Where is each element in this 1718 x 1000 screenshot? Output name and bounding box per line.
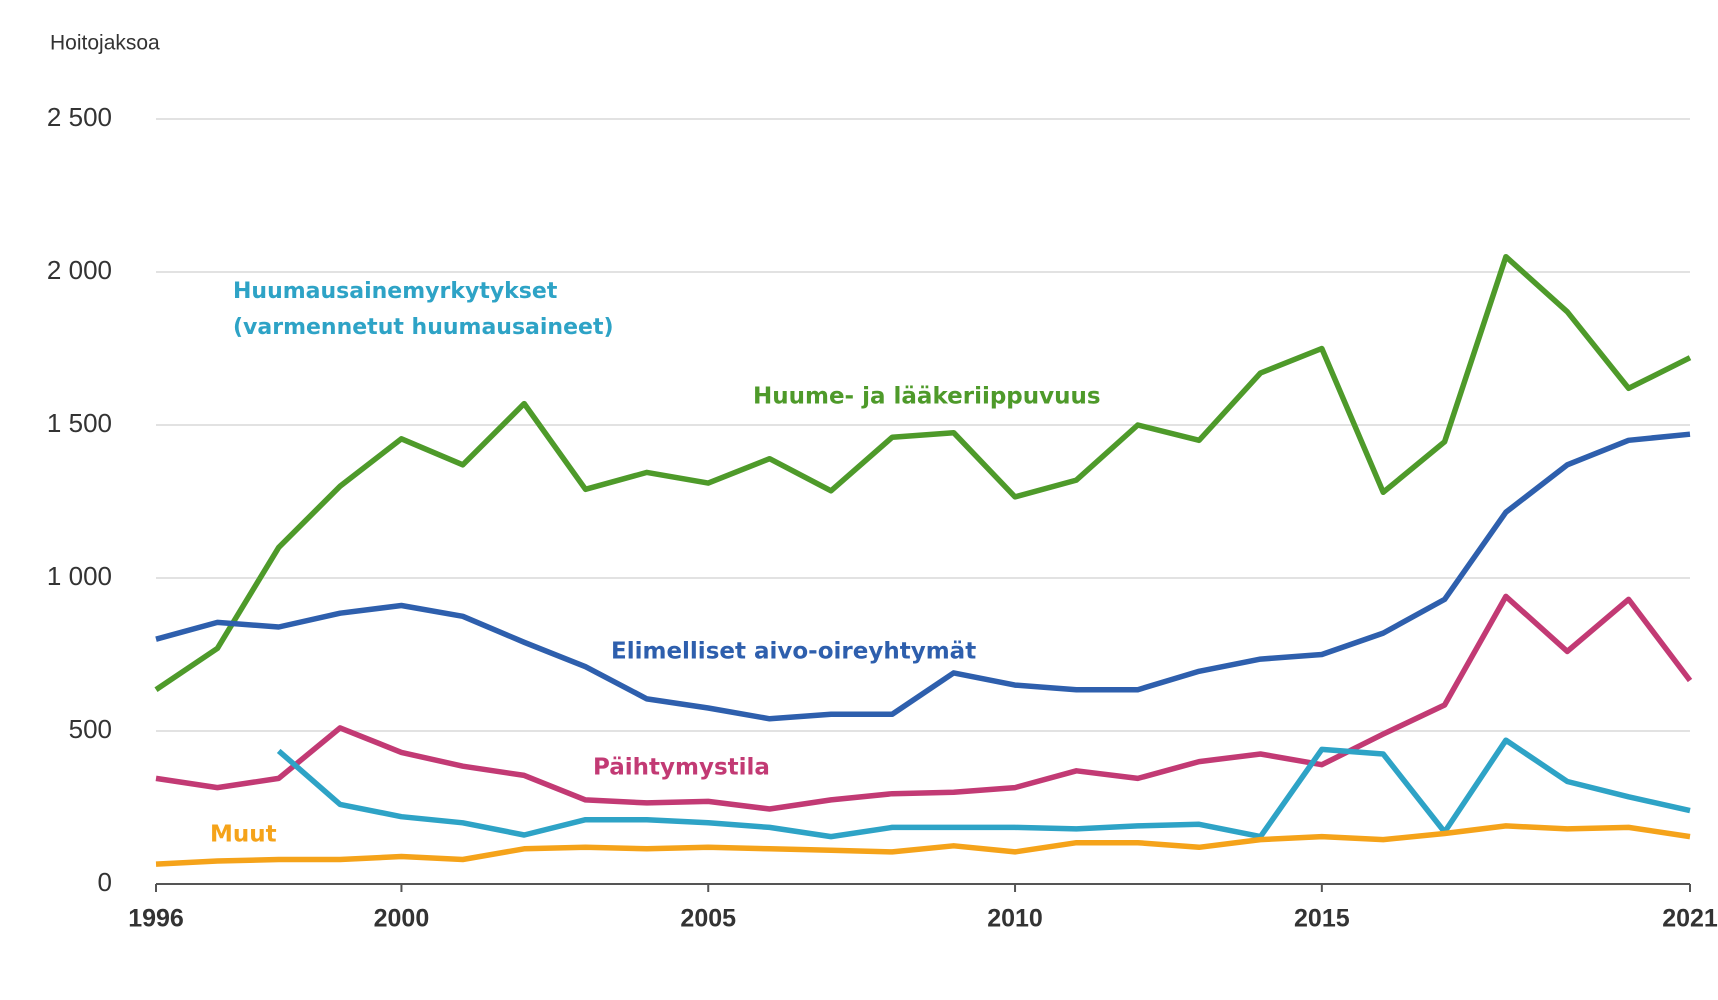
y-tick-label: 500	[69, 714, 112, 744]
x-tick-label: 2010	[987, 905, 1043, 933]
x-tick-label: 2000	[374, 905, 430, 933]
x-tick-label: 2021	[1662, 905, 1718, 933]
x-tick-label: 2005	[680, 905, 736, 933]
series-line	[155, 593, 1693, 812]
y-tick-label: 2 000	[47, 255, 112, 285]
y-tick-label: 1 000	[47, 561, 112, 591]
series-label: Elimelliset aivo-oireyhtymät	[611, 639, 976, 665]
x-tick-label: 1996	[128, 905, 184, 933]
y-axis-label: Hoitojaksoa	[50, 32, 160, 55]
series-line	[154, 253, 1692, 692]
y-tick-label: 1 500	[47, 408, 112, 438]
y-tick-label: 0	[98, 867, 112, 897]
series-line	[155, 823, 1691, 867]
x-tick-label: 2015	[1294, 905, 1350, 933]
series-label: Huume- ja lääkeriippuvuus	[753, 384, 1101, 410]
series-line	[155, 431, 1691, 722]
series-label: Huumausainemyrkytykset (varmennetut huum…	[233, 279, 614, 340]
series-label: Päihtymystila	[593, 755, 770, 781]
series-line	[276, 737, 1691, 840]
series-label: Muut	[210, 822, 277, 848]
y-tick-label: 2 500	[47, 102, 112, 132]
